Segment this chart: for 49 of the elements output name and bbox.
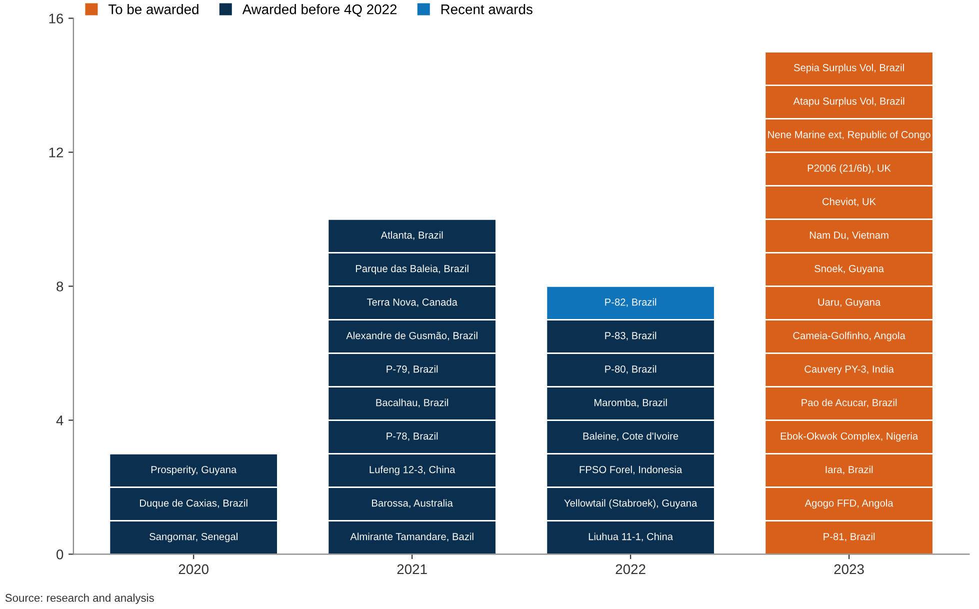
data-label: Duque de Caxias, Brazil bbox=[140, 499, 248, 509]
y-tick-label: 4 bbox=[56, 416, 64, 426]
data-label: Agogo FFD, Angola bbox=[804, 499, 894, 509]
data-label: Lufeng 12-3, China bbox=[370, 466, 456, 476]
data-label: Atlanta, Brazil bbox=[380, 231, 443, 240]
data-label: Sepia Surplus Vol, Brazil bbox=[794, 64, 904, 74]
data-label: FPSO Forel, Indonesia bbox=[580, 466, 682, 474]
data-label: Sangomar, Senegal bbox=[150, 532, 238, 542]
data-label: P-79, Brazil bbox=[386, 365, 438, 374]
data-label: P-78, Brazil bbox=[386, 432, 438, 441]
x-tick-label: 2021 bbox=[397, 564, 427, 574]
data-label: Almirante Tamandare, Bazil bbox=[350, 532, 474, 542]
x-tick-label: 2020 bbox=[178, 564, 208, 574]
y-tick-label: 8 bbox=[56, 282, 64, 292]
data-label: Pao de Acucar, Brazil bbox=[802, 398, 897, 408]
x-tick-label: 2022 bbox=[616, 564, 646, 574]
data-label: P-83, Brazil bbox=[605, 332, 656, 340]
legend-label: Awarded before 4Q 2022 bbox=[242, 4, 397, 17]
data-label: Bacalhau, Brazil bbox=[376, 398, 448, 408]
data-label: Cheviot, UK bbox=[822, 198, 876, 206]
data-label: P-80, Brazil bbox=[605, 365, 656, 374]
data-label: Parque das Baleia, Brazil bbox=[356, 264, 468, 274]
data-label: Barossa, Australia bbox=[372, 499, 453, 508]
data-label: Atapu Surplus Vol, Brazil bbox=[793, 97, 904, 107]
data-label: Cauvery PY-3, India bbox=[804, 365, 894, 375]
y-tick-label: 16 bbox=[49, 14, 64, 24]
data-label: P-81, Brazil bbox=[824, 532, 875, 542]
source-note: Source: research and analysis bbox=[5, 594, 154, 604]
data-label: Yellowtail (Stabroek), Guyana bbox=[564, 499, 698, 509]
legend-label: Recent awards bbox=[441, 4, 532, 14]
legend-label: To be awarded bbox=[108, 4, 198, 14]
data-label: Snoek, Guyana bbox=[814, 264, 884, 274]
y-tick-label: 12 bbox=[49, 148, 64, 158]
data-label: Nene Marine ext, Republic of Congo bbox=[768, 130, 930, 140]
data-label: Terra Nova, Canada bbox=[366, 298, 458, 307]
data-label: Uaru, Guyana bbox=[818, 298, 881, 308]
data-label: Ebok-Okwok Complex, Nigeria bbox=[780, 432, 918, 442]
x-tick-label: 2023 bbox=[834, 564, 864, 574]
data-label: Cameia-Golfinho, Angola bbox=[793, 332, 906, 342]
data-label: Liuhua 11-1, China bbox=[588, 532, 674, 542]
data-label: Nam Du, Vietnam bbox=[810, 231, 888, 240]
data-label: Iara, Brazil bbox=[826, 466, 873, 474]
data-label: Baleine, Cote d'Ivoire bbox=[583, 432, 678, 441]
data-label: Alexandre de Gusmão, Brazil bbox=[346, 332, 478, 340]
data-label: P-82, Brazil bbox=[605, 298, 656, 307]
data-label: Maromba, Brazil bbox=[594, 398, 667, 408]
y-tick-label: 0 bbox=[56, 550, 64, 560]
data-label: P2006 (21/6b), UK bbox=[808, 164, 891, 174]
data-label: Prosperity, Guyana bbox=[151, 466, 237, 476]
